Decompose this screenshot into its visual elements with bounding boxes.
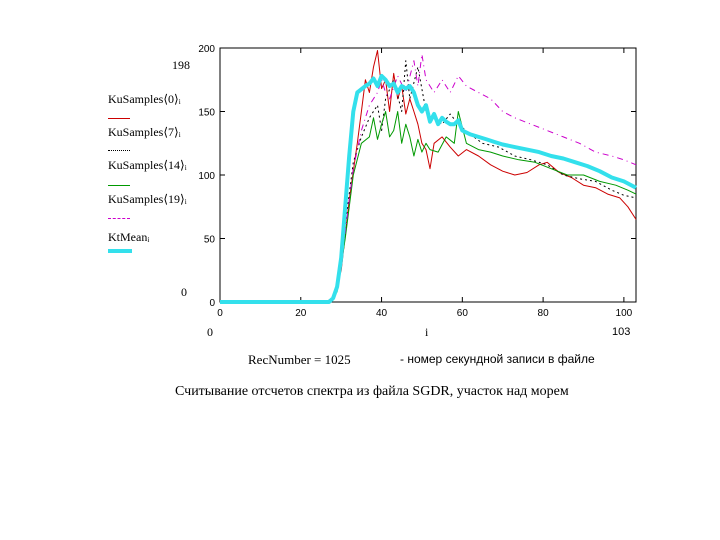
recnumber-label: RecNumber = 1025: [248, 352, 351, 367]
legend-swatch-series-3: [108, 218, 130, 219]
legend-swatch-series-1: [108, 150, 130, 151]
x-tick-label: 80: [538, 308, 550, 319]
y-min-range-label: 0: [181, 285, 187, 299]
legend-label-series-1: KuSamples⟨7⟩ᵢ: [108, 125, 181, 139]
series-line-0: [220, 50, 637, 303]
y-max-range-label: 198: [172, 58, 190, 72]
y-tick-label: 100: [198, 171, 215, 182]
x-tick-label: 100: [616, 308, 633, 319]
y-tick-label: 50: [204, 235, 216, 246]
legend-label-series-0: KuSamples⟨0⟩ᵢ: [108, 92, 181, 106]
x-tick-label: 0: [217, 308, 223, 319]
y-tick-label: 0: [209, 298, 215, 309]
legend-swatch-series-0: [108, 118, 130, 119]
series-line-4: [220, 73, 637, 304]
x-tick-label: 20: [295, 308, 307, 319]
recnumber-note: - номер секундной записи в файле: [400, 352, 595, 366]
legend-label-series-4: KtMeanᵢ: [108, 230, 150, 244]
series-line-2: [220, 111, 637, 303]
legend-label-series-2: KuSamples⟨14⟩ᵢ: [108, 158, 187, 172]
x-max-range-label: 103: [612, 326, 631, 338]
legend-swatch-series-4: [108, 249, 132, 253]
x-variable-label: i: [425, 325, 429, 339]
legend-label-series-3: KuSamples⟨19⟩ᵢ: [108, 192, 187, 206]
x-tick-label: 60: [457, 308, 469, 319]
chart-caption: Считывание отсчетов спектра из файла SGD…: [175, 384, 569, 399]
y-tick-label: 150: [198, 108, 215, 119]
legend-swatch-series-2: [108, 185, 130, 186]
series-line-1: [220, 60, 637, 303]
x-min-range-label: 0: [207, 325, 213, 339]
y-tick-label: 200: [198, 44, 215, 55]
series-line-3: [220, 53, 637, 303]
x-tick-label: 40: [376, 308, 388, 319]
